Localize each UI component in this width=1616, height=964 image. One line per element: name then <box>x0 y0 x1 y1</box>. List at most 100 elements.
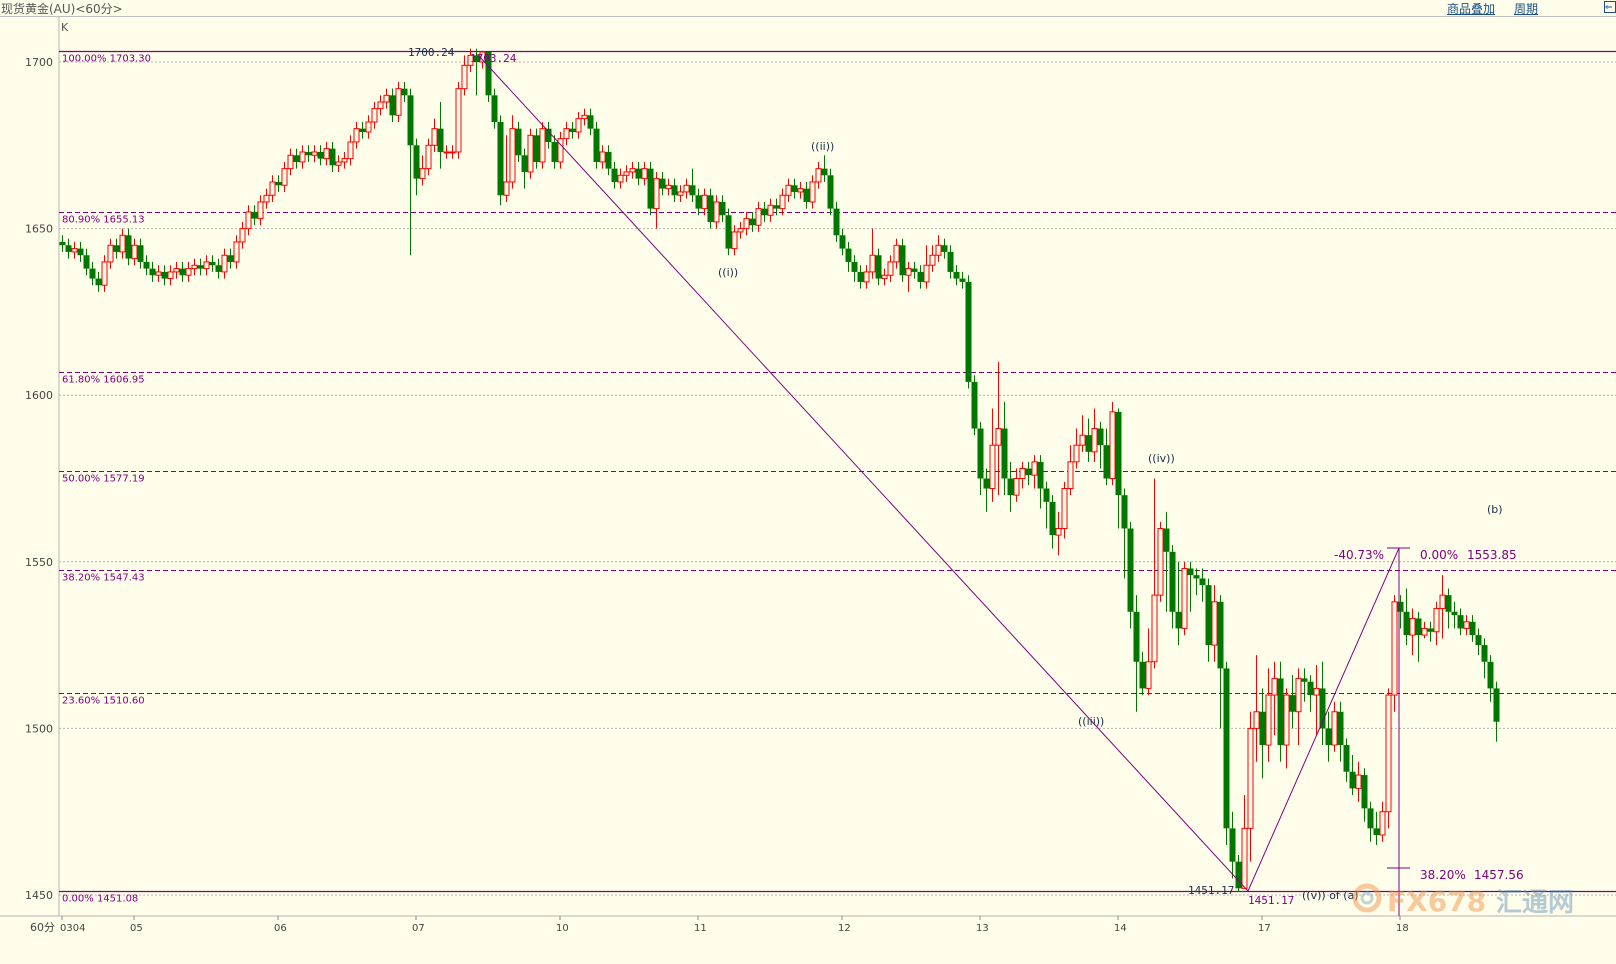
candle <box>1403 588 1410 646</box>
y-tick-label: 1700 <box>25 56 53 69</box>
candle <box>641 161 648 186</box>
candle <box>1289 675 1296 729</box>
low-label-left: 1451.17 <box>1188 884 1234 897</box>
candle <box>113 238 120 259</box>
title-bar: 现货黄金(AU)<60分> 商品叠加 周期 ⇐ <box>0 0 1616 17</box>
candle-body <box>749 218 756 226</box>
candle <box>1415 611 1422 662</box>
wave-trendline-up <box>1247 547 1400 892</box>
candle <box>431 118 438 152</box>
candle-body <box>323 148 330 160</box>
candle <box>773 198 780 216</box>
candle-body <box>101 261 108 286</box>
candle-body <box>1139 661 1146 689</box>
candle <box>1061 481 1068 539</box>
wave-label-ii: ((ii)) <box>811 140 834 153</box>
candle <box>1367 801 1374 842</box>
candle <box>683 178 690 199</box>
candle-body <box>1367 808 1374 829</box>
candle-body <box>1403 611 1410 636</box>
candle <box>1001 401 1008 496</box>
candle <box>149 261 156 282</box>
candle <box>1013 468 1020 502</box>
candle-body <box>443 151 450 154</box>
candle-body <box>209 261 216 266</box>
candle <box>521 148 528 189</box>
candle <box>119 228 126 259</box>
candle-body <box>293 155 300 162</box>
candle-body <box>1049 501 1056 536</box>
candle-body <box>539 128 546 163</box>
candle-body <box>287 154 294 170</box>
candle-body <box>269 181 276 196</box>
candle-body <box>227 255 234 262</box>
candle <box>899 238 906 282</box>
candle-body <box>425 144 432 170</box>
candle <box>617 168 624 189</box>
candle-body <box>491 95 498 122</box>
candle <box>575 111 582 139</box>
candle-body <box>1253 711 1260 729</box>
candle-body <box>1001 428 1008 479</box>
candle-body <box>1295 677 1302 713</box>
candle <box>1175 561 1182 646</box>
watermark-cn: 汇通网 <box>1496 888 1574 918</box>
candle-body <box>1409 617 1416 636</box>
candle <box>635 161 642 186</box>
candle <box>1343 738 1350 782</box>
candle-body <box>455 88 462 153</box>
overlay-commodity-link[interactable]: 商品叠加 <box>1447 2 1496 16</box>
candle <box>1439 575 1446 639</box>
candle-body <box>857 271 864 282</box>
projection-bottom-pct: 38.20% <box>1420 868 1466 882</box>
candle-body <box>1277 678 1284 746</box>
candle-body <box>971 381 978 429</box>
wave-trendline-down <box>477 54 1249 892</box>
fib-label: 23.60% 1510.60 <box>62 696 145 707</box>
candle-body <box>635 168 642 179</box>
candle-body <box>119 234 126 253</box>
candle-body <box>155 271 162 276</box>
candle-body <box>665 184 672 190</box>
candle-body <box>707 195 714 222</box>
projection-bottom-price: 1457.56 <box>1474 868 1524 882</box>
candle <box>389 88 396 122</box>
candle <box>1325 711 1332 762</box>
candle-body <box>935 244 942 256</box>
candle <box>1265 668 1272 762</box>
candle-body <box>1193 575 1200 579</box>
candle <box>185 261 192 282</box>
candle <box>1313 665 1320 736</box>
candle-body <box>1391 601 1398 696</box>
candle <box>419 155 426 186</box>
candle <box>1295 668 1302 746</box>
candle-body <box>1181 567 1188 629</box>
x-tick-label: 12 <box>838 923 851 934</box>
watermark-latin: FX678 <box>1387 885 1486 918</box>
candle-body <box>1259 711 1266 746</box>
period-link[interactable]: 周期 <box>1514 2 1539 16</box>
candle <box>587 108 594 136</box>
candle-body <box>167 271 174 280</box>
candle <box>437 101 444 169</box>
candle-body <box>959 278 966 282</box>
candle-body <box>299 151 306 163</box>
candle <box>65 238 72 259</box>
candle <box>305 145 312 162</box>
candle <box>485 52 492 102</box>
candle-body <box>173 268 180 273</box>
candle <box>1145 628 1152 696</box>
candle-body <box>845 248 852 262</box>
candle <box>713 195 720 229</box>
candle <box>545 121 552 149</box>
candle-body <box>1217 601 1224 669</box>
candle-body <box>893 244 900 263</box>
candle <box>953 265 960 286</box>
candle-body <box>71 248 78 253</box>
candle <box>695 188 702 216</box>
candle <box>875 248 882 286</box>
candle-body <box>785 184 792 196</box>
candle-body <box>1079 434 1086 446</box>
candle-body <box>1313 687 1320 696</box>
candle-body <box>1373 828 1380 836</box>
